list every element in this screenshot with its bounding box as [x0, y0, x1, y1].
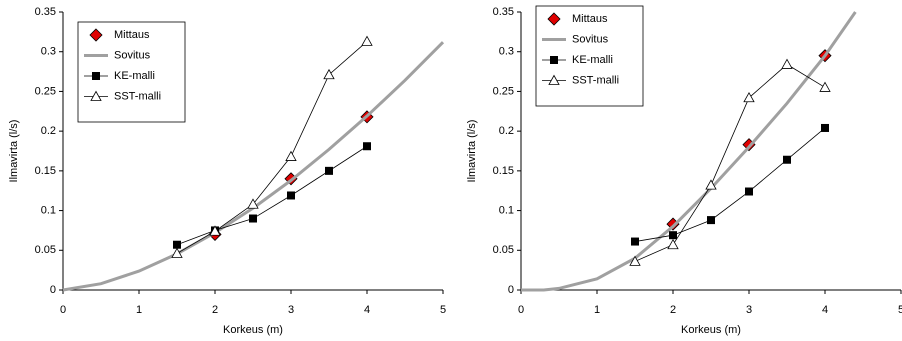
x-tick-label: 2 [212, 304, 218, 316]
y-tick-label: 0.35 [35, 6, 56, 18]
marker-square [92, 72, 100, 80]
y-tick-label: 0.1 [499, 204, 514, 216]
marker-triangle [781, 58, 793, 69]
legend-label: Mittaus [572, 13, 608, 25]
series-line [176, 145, 368, 246]
series-line [634, 127, 826, 242]
x-tick-label: 5 [898, 304, 902, 316]
marker-triangle [285, 150, 297, 161]
x-tick-label: 4 [364, 304, 370, 316]
series-line [176, 41, 368, 254]
y-tick-label: 0.25 [493, 85, 514, 97]
legend-label: Mittaus [114, 29, 150, 41]
y-tick-label: 0.05 [35, 244, 56, 256]
marker-square [631, 237, 639, 246]
marker-square [287, 191, 295, 200]
x-tick-label: 0 [60, 304, 66, 316]
x-tick-label: 3 [746, 304, 752, 316]
marker-triangle [247, 198, 259, 209]
y-tick-label: 0.2 [41, 125, 56, 137]
legend-label: Sovitus [114, 49, 151, 61]
marker-diamond [89, 28, 103, 42]
series-line [634, 63, 826, 262]
marker-square [669, 231, 677, 240]
marker-triangle [705, 179, 717, 190]
y-tick-label: 0.3 [499, 46, 514, 58]
y-tick-label: 0.3 [41, 46, 56, 58]
marker-triangle [667, 238, 679, 250]
legend-label: SST-malli [572, 74, 619, 86]
x-tick-label: 1 [136, 304, 142, 316]
x-tick-label: 0 [518, 304, 524, 316]
y-tick-label: 0.2 [499, 125, 514, 137]
x-axis-title: Korkeus (m) [223, 324, 283, 336]
legend-label: KE-malli [572, 54, 613, 66]
marker-diamond [547, 12, 561, 26]
marker-square [707, 216, 715, 225]
x-tick-label: 4 [822, 304, 828, 316]
marker-triangle [209, 225, 221, 236]
x-tick-label: 2 [670, 304, 676, 316]
marker-square [363, 142, 371, 151]
marker-triangle [819, 81, 831, 92]
x-tick-label: 1 [594, 304, 600, 316]
marker-square [783, 155, 791, 164]
legend-label: Sovitus [572, 33, 609, 45]
legend-label: SST-malli [114, 90, 161, 102]
y-axis-title: Ilmavirta (l/s) [466, 120, 478, 183]
y-tick-label: 0.15 [493, 165, 514, 177]
marker-triangle [629, 255, 641, 266]
marker-triangle [90, 90, 102, 101]
x-tick-label: 3 [288, 304, 294, 316]
series-line [521, 11, 857, 292]
y-tick-label: 0.15 [35, 165, 56, 177]
marker-triangle [361, 35, 373, 46]
y-tick-label: 0 [508, 284, 514, 296]
y-tick-label: 0.05 [493, 244, 514, 256]
marker-square [821, 123, 829, 132]
marker-triangle [548, 74, 560, 85]
y-axis-title: Ilmavirta (l/s) [8, 120, 20, 183]
y-tick-label: 0.25 [35, 85, 56, 97]
y-tick-label: 0.35 [493, 6, 514, 18]
y-tick-label: 0.1 [41, 204, 56, 216]
marker-triangle [323, 68, 335, 80]
marker-triangle [743, 91, 755, 103]
marker-square [550, 56, 558, 64]
marker-square [745, 187, 753, 196]
x-tick-label: 5 [440, 304, 446, 316]
marker-triangle [171, 247, 183, 258]
marker-square [249, 214, 257, 223]
marker-square [173, 240, 181, 249]
y-tick-label: 0 [50, 284, 56, 296]
x-axis-title: Korkeus (m) [681, 324, 741, 336]
legend-label: KE-malli [114, 70, 155, 82]
marker-square [325, 166, 333, 175]
